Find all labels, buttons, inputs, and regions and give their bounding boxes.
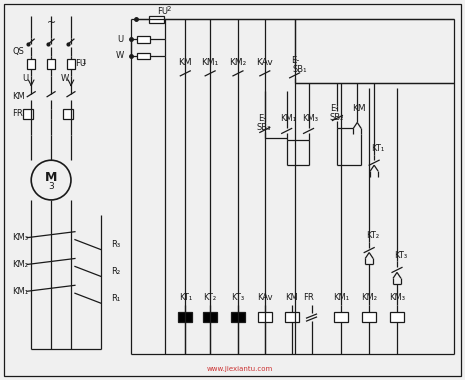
Text: FR: FR [13,109,23,118]
Text: KT₃: KT₃ [232,293,245,302]
Text: W: W [61,74,69,83]
Text: KT₁: KT₁ [372,144,385,153]
Text: KM₃: KM₃ [303,114,319,123]
Text: KT₂: KT₂ [204,293,217,302]
Bar [27,59,35,69]
Text: R₃: R₃ [111,240,120,249]
Text: FR: FR [303,293,314,302]
Text: KM: KM [179,59,192,67]
Text: SB₃: SB₃ [257,123,271,132]
Text: KM: KM [352,104,366,113]
Bar [47,59,55,69]
Text: SB₂: SB₂ [329,113,344,122]
Bar [390,312,404,322]
Bar [63,109,73,119]
Text: www.jiexiantu.com: www.jiexiantu.com [207,366,273,372]
Text: FU: FU [75,59,86,68]
Text: U: U [22,74,28,83]
Bar [23,109,33,119]
Text: KT₂: KT₂ [366,231,380,240]
Text: KM: KM [285,293,298,302]
Text: 2: 2 [166,6,171,12]
Bar [258,312,272,322]
Text: E-: E- [258,114,266,123]
Text: KT₁: KT₁ [179,293,192,302]
Text: U: U [118,35,124,44]
Bar [148,16,165,23]
Text: KM₂: KM₂ [229,59,246,67]
Bar [334,312,348,322]
Bar [137,36,151,43]
Text: R₂: R₂ [111,267,120,276]
Text: R₁: R₁ [111,294,120,303]
Text: W: W [115,51,124,60]
Text: E-: E- [330,104,339,113]
Text: KM₁: KM₁ [333,293,349,302]
Text: E-: E- [291,57,299,65]
Text: KM₁: KM₁ [201,59,219,67]
Text: QS: QS [13,46,24,55]
Text: KAv: KAv [257,293,272,302]
Text: KM₃: KM₃ [389,293,405,302]
Text: 3: 3 [48,182,54,190]
Bar [178,312,192,322]
Bar [137,52,151,59]
Bar [362,312,376,322]
Text: KM₂: KM₂ [13,260,28,269]
Text: FU: FU [157,7,168,16]
Text: KM₃: KM₃ [13,233,28,242]
Bar [203,312,217,322]
Bar [231,312,245,322]
Text: KM₂: KM₂ [361,293,377,302]
Text: KM: KM [13,92,25,101]
Text: SB₁: SB₁ [292,65,307,74]
Bar [285,312,299,322]
Text: KM₁: KM₁ [13,287,28,296]
Text: KM₁: KM₁ [280,114,297,123]
Text: KT₃: KT₃ [394,251,407,260]
Text: 1: 1 [81,59,86,65]
Text: ~: ~ [46,18,56,28]
Bar [67,59,75,69]
Text: KAv: KAv [256,59,273,67]
Text: M: M [45,171,57,184]
